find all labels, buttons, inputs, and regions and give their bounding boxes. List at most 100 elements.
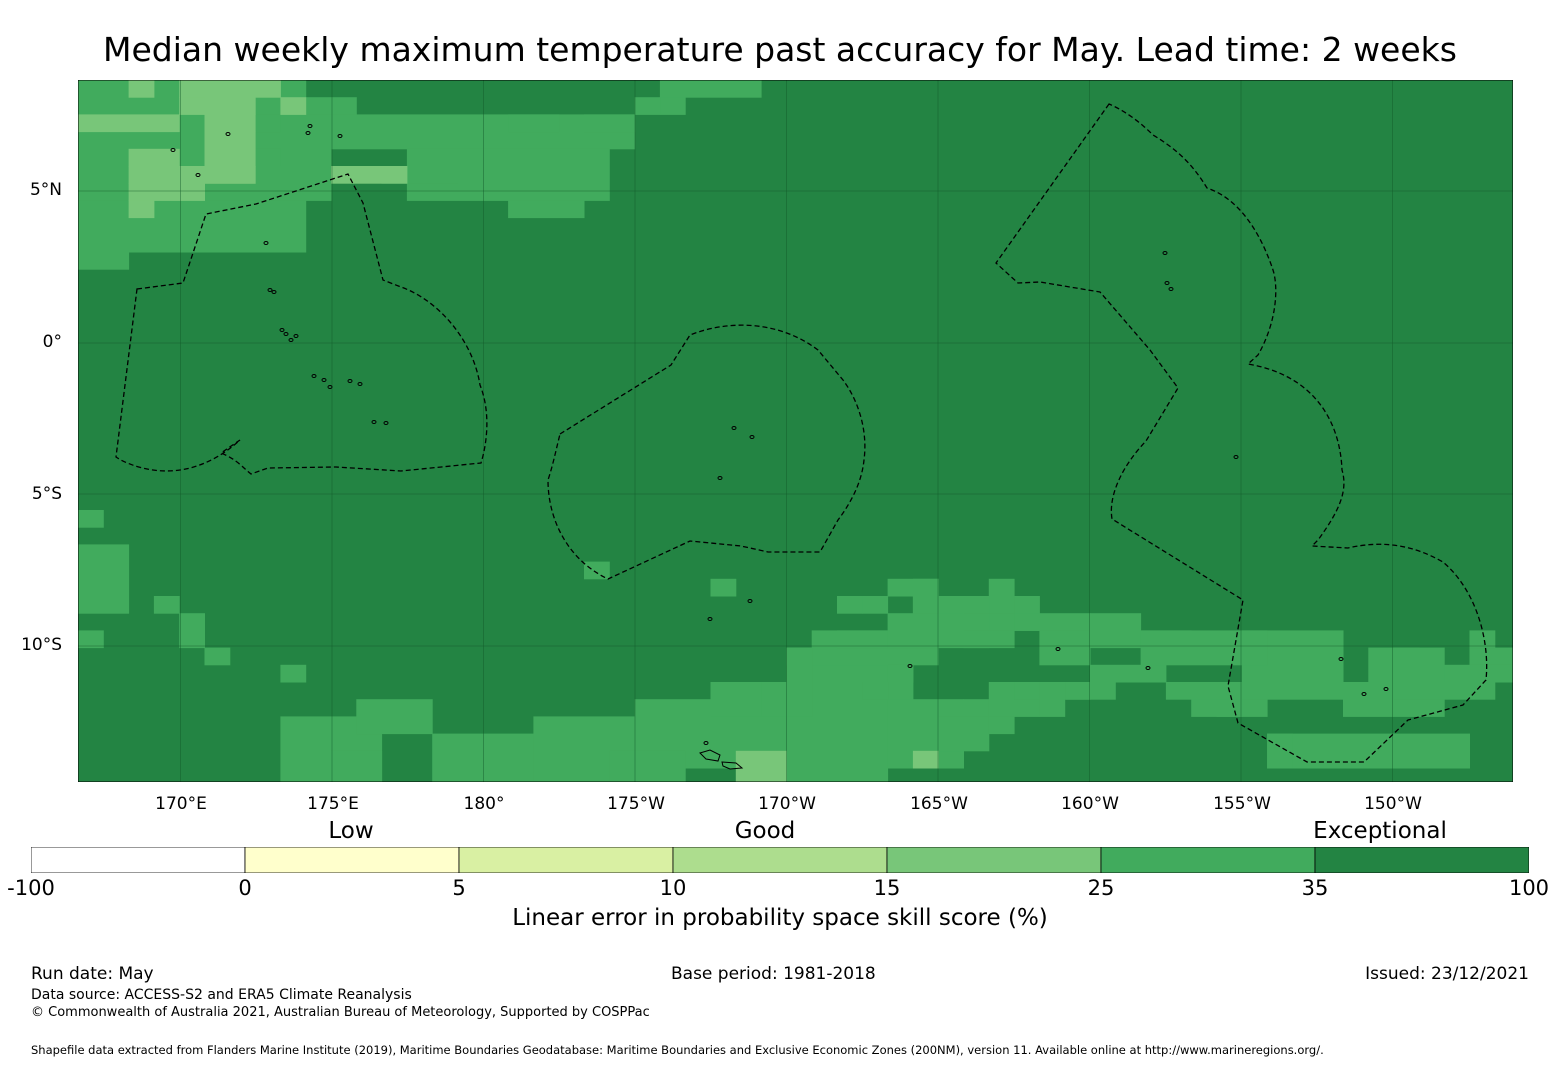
- skill-cell: [179, 613, 205, 649]
- skill-cell: [280, 97, 307, 115]
- skill-cell: [786, 647, 813, 683]
- category-exceptional: Exceptional: [1313, 818, 1447, 844]
- lat-tick-10s: 10°S: [21, 635, 62, 655]
- skill-score-map: [78, 80, 1513, 782]
- eez-kiribati-gilbert: [115, 173, 488, 475]
- skill-cell: [963, 596, 990, 614]
- lon-tick-175e: 175°E: [307, 794, 359, 814]
- skill-cell: [1090, 613, 1142, 649]
- skill-cell: [1165, 682, 1217, 700]
- island-outline: [347, 379, 353, 383]
- samoa-outline: [699, 749, 744, 770]
- skill-cell: [508, 200, 585, 219]
- lon-tick-180: 180°: [463, 794, 505, 814]
- skill-cell: [128, 200, 155, 219]
- eez-kiribati-line: [995, 103, 1488, 763]
- colorbar-segment: [244, 847, 460, 873]
- eez-tokelau: [547, 324, 866, 580]
- map-canvas: [78, 80, 1513, 782]
- skill-cell: [735, 750, 787, 782]
- skill-cell: [1267, 733, 1470, 769]
- skill-cell: [78, 252, 130, 270]
- skill-cell: [204, 80, 231, 98]
- map-title: Median weekly maximum temperature past a…: [103, 30, 1457, 69]
- island-outline: [283, 332, 289, 336]
- island-outline: [170, 148, 176, 152]
- lon-tick-175w: 175°W: [607, 794, 665, 814]
- category-low: Low: [328, 818, 374, 844]
- island-outline: [327, 385, 333, 389]
- island-outline: [1233, 455, 1239, 459]
- skill-cell: [153, 596, 180, 614]
- issued-date: Issued: 23/12/2021: [1365, 964, 1529, 984]
- category-good: Good: [734, 818, 796, 844]
- islands: [170, 124, 1389, 770]
- lat-tick-5n: 5°N: [29, 180, 62, 200]
- island-outline: [749, 435, 755, 439]
- colorbar: [31, 847, 1529, 873]
- colorbar-tick: -100: [7, 876, 55, 900]
- skill-cell: [255, 80, 281, 98]
- island-outline: [321, 378, 327, 382]
- skill-cell: [609, 750, 686, 782]
- island-outline: [1168, 287, 1174, 291]
- island-outline: [267, 288, 273, 292]
- skill-cell: [837, 596, 863, 614]
- skill-cell: [1191, 699, 1243, 717]
- skill-cell: [331, 750, 383, 782]
- island-outline: [1338, 657, 1344, 661]
- skill-cell: [78, 630, 104, 649]
- island-outline: [707, 617, 713, 621]
- skill-cell: [912, 750, 939, 769]
- run-date: Run date: May: [31, 964, 154, 984]
- island-outline: [1162, 251, 1168, 255]
- colorbar-tick: 25: [1087, 876, 1115, 900]
- skill-cell: [179, 80, 205, 98]
- skill-cell: [204, 647, 231, 666]
- skill-cell: [204, 131, 256, 150]
- colorbar-tick: 100: [1508, 876, 1550, 900]
- lon-tick-170w: 170°W: [758, 794, 816, 814]
- island-outline: [225, 132, 231, 136]
- skill-cell: [584, 561, 610, 580]
- skill-cell: [862, 682, 889, 700]
- colorbar-segment: [458, 847, 674, 873]
- graticule: [78, 80, 1513, 782]
- island-outline: [731, 426, 737, 430]
- skill-cell: [862, 596, 889, 614]
- skill-cell: [1014, 613, 1091, 631]
- skill-cell: [1393, 682, 1496, 700]
- skill-cell: [659, 97, 686, 115]
- colorbar-segment: [1100, 847, 1316, 873]
- skill-cell: [128, 183, 205, 201]
- island-outline: [1361, 692, 1367, 696]
- skill-cell: [204, 114, 256, 133]
- island-outline: [703, 741, 709, 745]
- copyright: © Commonwealth of Australia 2021, Austra…: [31, 1005, 650, 1020]
- island-outline: [307, 124, 313, 128]
- skill-cell: [938, 716, 990, 752]
- lon-tick-150w: 150°W: [1364, 794, 1422, 814]
- island-outline: [1164, 281, 1170, 285]
- island-outline: [288, 338, 294, 342]
- island-outline: [271, 290, 277, 294]
- skill-cell: [204, 166, 256, 184]
- shapefile-note: Shapefile data extracted from Flanders M…: [31, 1043, 1324, 1057]
- island-outline: [1383, 687, 1389, 691]
- base-period: Base period: 1981-2018: [671, 964, 876, 984]
- lat-tick-5s: 5°S: [31, 484, 62, 504]
- colorbar-tick: 15: [873, 876, 901, 900]
- colorbar-tick: 0: [238, 876, 252, 900]
- lon-tick-170e: 170°E: [155, 794, 207, 814]
- colorbar-tick: 5: [452, 876, 466, 900]
- skill-cell: [305, 97, 357, 115]
- skill-cell: [508, 114, 560, 133]
- island-outline: [371, 420, 377, 424]
- island-outline: [279, 328, 285, 332]
- colorbar-segment: [672, 847, 888, 873]
- island-outline: [195, 173, 201, 177]
- data-source: Data source: ACCESS-S2 and ERA5 Climate …: [31, 987, 412, 1003]
- skill-cell: [78, 200, 307, 253]
- island-outline: [717, 476, 723, 480]
- skill-cell: [128, 148, 180, 167]
